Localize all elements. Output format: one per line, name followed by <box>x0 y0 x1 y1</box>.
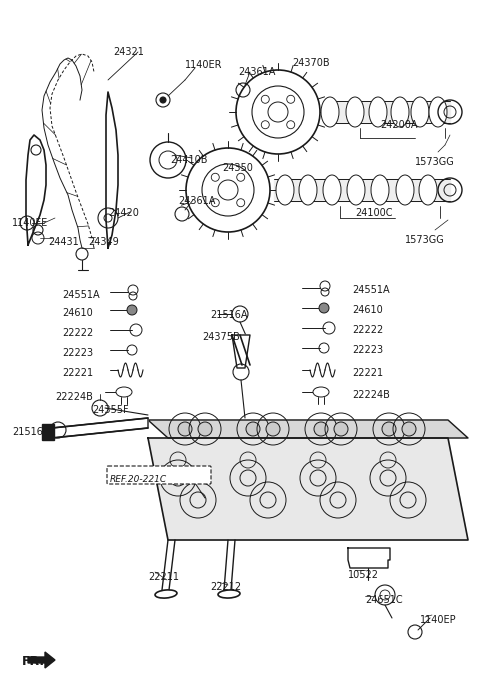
Text: 22224B: 22224B <box>352 390 390 400</box>
Ellipse shape <box>299 175 317 205</box>
Ellipse shape <box>371 175 389 205</box>
Text: 24551A: 24551A <box>352 285 390 295</box>
Text: 24431: 24431 <box>48 237 79 247</box>
Polygon shape <box>42 424 54 440</box>
Text: 24551A: 24551A <box>62 290 100 300</box>
Text: REF.20-221C: REF.20-221C <box>110 475 167 484</box>
Circle shape <box>160 97 166 103</box>
Text: 24651C: 24651C <box>365 595 403 605</box>
Ellipse shape <box>116 387 132 397</box>
Ellipse shape <box>323 175 341 205</box>
Circle shape <box>178 422 192 436</box>
Ellipse shape <box>419 175 437 205</box>
Ellipse shape <box>218 590 240 598</box>
Polygon shape <box>106 92 118 248</box>
Text: 1140EP: 1140EP <box>420 615 456 625</box>
Circle shape <box>314 422 328 436</box>
Text: 22224B: 22224B <box>55 392 93 402</box>
Text: 21516A: 21516A <box>12 427 49 437</box>
Text: 24321: 24321 <box>113 47 144 57</box>
Circle shape <box>319 303 329 313</box>
Polygon shape <box>28 652 55 668</box>
Ellipse shape <box>276 175 294 205</box>
FancyBboxPatch shape <box>107 466 211 484</box>
Text: 10522: 10522 <box>348 570 379 580</box>
Text: 24370B: 24370B <box>292 58 330 68</box>
Text: 22223: 22223 <box>352 345 383 355</box>
Text: 22221: 22221 <box>62 368 93 378</box>
Circle shape <box>382 422 396 436</box>
Text: 24350: 24350 <box>222 163 253 173</box>
Circle shape <box>266 422 280 436</box>
Text: 1140FE: 1140FE <box>12 218 48 228</box>
Ellipse shape <box>346 97 364 127</box>
Text: 22222: 22222 <box>352 325 383 335</box>
Text: 24361A: 24361A <box>178 196 216 206</box>
Text: 21516A: 21516A <box>210 310 248 320</box>
Text: 22221: 22221 <box>352 368 383 378</box>
Circle shape <box>127 305 137 315</box>
Text: 24420: 24420 <box>108 208 139 218</box>
Text: FR.: FR. <box>22 655 45 668</box>
Polygon shape <box>148 438 468 540</box>
Text: 24610: 24610 <box>352 305 383 315</box>
Circle shape <box>334 422 348 436</box>
Ellipse shape <box>411 97 429 127</box>
Ellipse shape <box>347 175 365 205</box>
Text: 22223: 22223 <box>62 348 93 358</box>
Text: 24610: 24610 <box>62 308 93 318</box>
Polygon shape <box>26 135 46 245</box>
Text: 22222: 22222 <box>62 328 93 338</box>
Ellipse shape <box>429 97 447 127</box>
Text: 22212: 22212 <box>210 582 241 592</box>
Circle shape <box>246 422 260 436</box>
Ellipse shape <box>313 387 329 397</box>
Ellipse shape <box>369 97 387 127</box>
Text: 22211: 22211 <box>148 572 179 582</box>
Text: 24361A: 24361A <box>238 67 276 77</box>
Text: 24355F: 24355F <box>92 405 129 415</box>
Circle shape <box>402 422 416 436</box>
Ellipse shape <box>321 97 339 127</box>
Text: 24100C: 24100C <box>355 208 393 218</box>
Ellipse shape <box>155 590 177 598</box>
Text: 24410B: 24410B <box>170 155 207 165</box>
Polygon shape <box>52 418 148 438</box>
Text: 24349: 24349 <box>88 237 119 247</box>
Circle shape <box>198 422 212 436</box>
Polygon shape <box>148 420 468 438</box>
Text: 1573GG: 1573GG <box>405 235 445 245</box>
Text: 24200A: 24200A <box>380 120 418 130</box>
Text: 1140ER: 1140ER <box>185 60 223 70</box>
Ellipse shape <box>391 97 409 127</box>
Text: 24375B: 24375B <box>202 332 240 342</box>
Polygon shape <box>348 548 390 568</box>
Polygon shape <box>232 335 250 368</box>
Text: 1573GG: 1573GG <box>415 157 455 167</box>
Ellipse shape <box>396 175 414 205</box>
